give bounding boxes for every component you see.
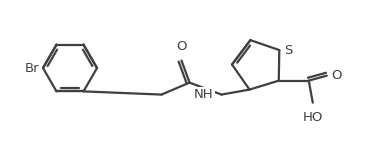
Text: Br: Br (24, 61, 39, 74)
Text: NH: NH (194, 88, 213, 101)
Text: HO: HO (303, 111, 323, 124)
Text: O: O (176, 40, 187, 53)
Text: O: O (331, 69, 341, 82)
Text: S: S (284, 44, 293, 57)
